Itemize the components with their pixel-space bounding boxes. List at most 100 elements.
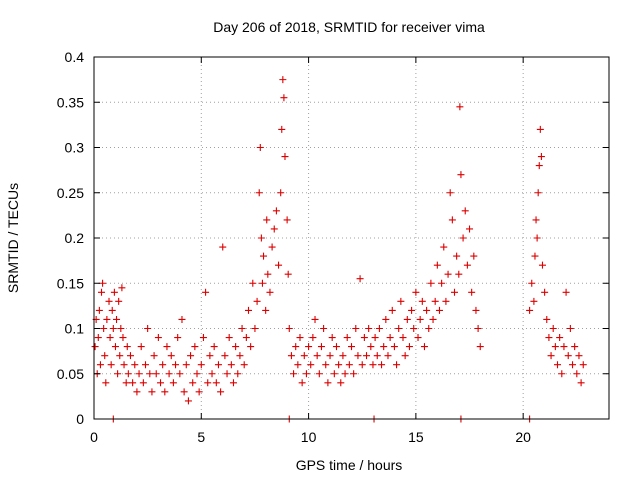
y-tick-label: 0.1	[65, 321, 85, 337]
data-point	[373, 352, 381, 360]
data-point	[245, 306, 252, 314]
data-point	[249, 279, 257, 287]
data-point	[564, 352, 572, 360]
data-point	[120, 361, 128, 369]
data-point	[536, 125, 544, 133]
data-points	[91, 76, 587, 423]
y-tick-label: 0.25	[57, 185, 84, 201]
data-point	[174, 334, 182, 342]
data-point	[408, 306, 416, 314]
data-point	[369, 361, 377, 369]
data-point	[270, 225, 278, 233]
data-point	[317, 343, 325, 351]
x-tick-label: 0	[90, 429, 98, 445]
data-point	[193, 370, 201, 378]
data-point	[328, 334, 336, 342]
data-point	[324, 379, 332, 387]
data-point	[309, 334, 317, 342]
data-point	[110, 288, 118, 296]
y-tick-label: 0.3	[65, 140, 85, 156]
data-point	[91, 343, 99, 351]
data-point	[461, 207, 469, 215]
data-point	[433, 261, 441, 269]
data-point	[180, 388, 188, 396]
axis-ticks	[93, 56, 609, 420]
data-point	[528, 279, 536, 287]
data-point	[371, 334, 379, 342]
data-point	[474, 325, 482, 332]
data-point	[119, 334, 127, 342]
data-point	[266, 288, 274, 296]
data-point	[165, 370, 173, 378]
data-point	[199, 334, 207, 342]
data-point	[106, 334, 114, 342]
data-point	[296, 334, 304, 342]
data-point	[122, 379, 130, 387]
gridlines	[94, 57, 609, 419]
data-point	[111, 343, 119, 351]
data-point	[538, 261, 546, 269]
data-point	[99, 279, 107, 287]
data-point	[320, 325, 328, 332]
data-point	[277, 189, 285, 197]
y-tick-label: 0.05	[57, 366, 84, 382]
data-point	[363, 352, 371, 360]
data-point	[108, 306, 116, 314]
data-point	[459, 234, 467, 242]
data-point	[113, 315, 121, 323]
data-point	[114, 370, 122, 378]
x-axis-label: GPS time / hours	[296, 457, 403, 473]
data-point	[322, 361, 330, 369]
data-point	[345, 361, 353, 369]
data-point	[446, 189, 454, 197]
data-point	[573, 370, 581, 378]
data-point	[247, 343, 255, 351]
data-point	[105, 297, 113, 305]
data-point	[257, 234, 265, 242]
data-point	[315, 370, 323, 378]
data-point	[468, 288, 476, 296]
data-point	[223, 370, 231, 378]
data-point	[204, 379, 212, 387]
data-point	[107, 361, 115, 369]
data-point	[172, 361, 180, 369]
data-point	[412, 288, 420, 296]
data-point	[278, 125, 286, 133]
data-point	[530, 297, 538, 305]
data-point	[386, 334, 394, 342]
data-point	[167, 352, 175, 360]
data-point	[157, 379, 165, 387]
y-tick-label: 0.15	[57, 275, 84, 291]
data-point	[397, 297, 405, 305]
data-point	[537, 153, 545, 161]
data-point	[272, 207, 280, 215]
data-point	[429, 315, 437, 323]
data-point	[195, 388, 203, 396]
data-point	[554, 361, 561, 369]
data-point	[423, 306, 431, 314]
data-point	[300, 352, 308, 360]
data-point	[543, 315, 551, 323]
data-point	[326, 352, 334, 360]
data-point	[453, 252, 461, 260]
data-point	[148, 388, 156, 396]
data-point	[401, 352, 409, 360]
data-point	[284, 270, 292, 278]
data-point	[100, 325, 108, 332]
data-point	[103, 315, 111, 323]
data-point	[533, 234, 541, 242]
data-point	[251, 325, 259, 332]
data-point	[356, 275, 364, 283]
data-point	[427, 279, 435, 287]
data-point	[129, 379, 137, 387]
data-point	[545, 334, 553, 342]
data-point	[382, 315, 390, 323]
data-point	[118, 284, 126, 292]
data-point	[311, 315, 319, 323]
data-point	[169, 379, 177, 387]
data-point	[139, 379, 147, 387]
y-tick-label: 0.2	[65, 230, 85, 246]
data-point	[264, 270, 272, 278]
data-point	[219, 243, 227, 251]
y-tick-label: 0.4	[65, 49, 85, 65]
